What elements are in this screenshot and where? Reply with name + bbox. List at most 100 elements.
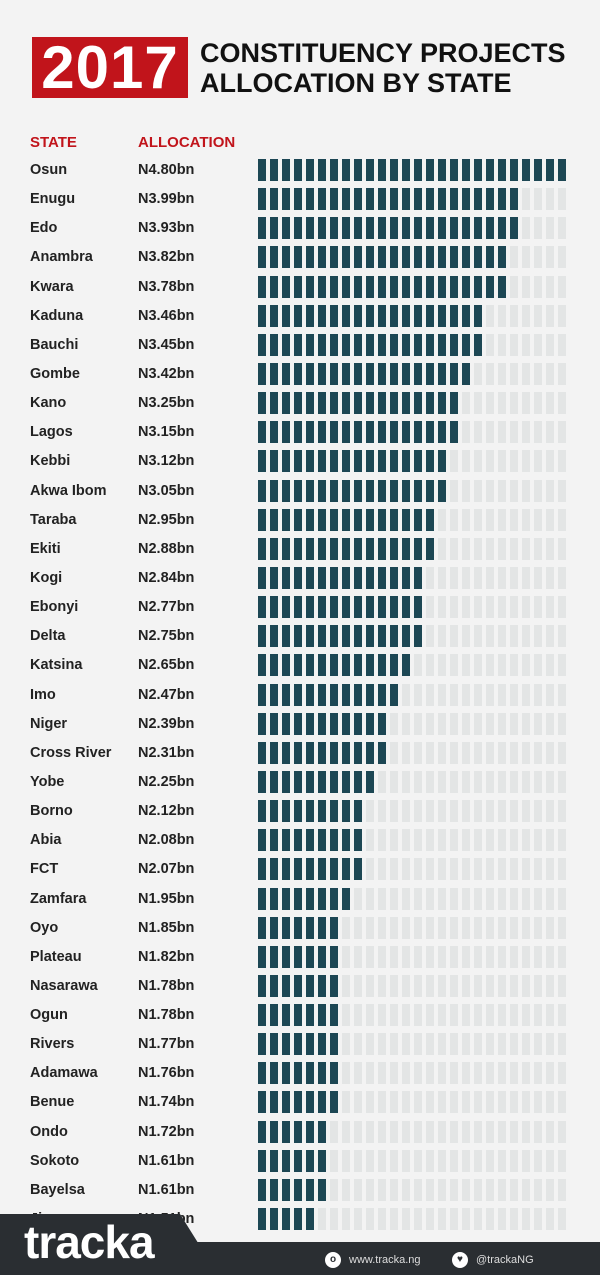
bar-segment-filled (306, 596, 314, 619)
twitter-link[interactable]: ♥ @trackaNG (452, 1252, 534, 1268)
year-badge: 2017 (32, 37, 188, 98)
bar-segment-filled (282, 858, 290, 881)
website-link[interactable]: o www.tracka.ng (325, 1252, 421, 1268)
bar-segment-filled (330, 858, 338, 881)
bar-segment-empty (474, 1208, 482, 1231)
bar-segment-filled (270, 596, 278, 619)
bar-segment-filled (378, 479, 386, 502)
bar-segment-filled (366, 683, 374, 706)
allocation-label: N1.61bn (138, 1152, 195, 1169)
table-row: Kogi N2.84bn (0, 564, 600, 592)
bar-segment-empty (486, 1149, 494, 1172)
bar-segment-filled (282, 916, 290, 939)
table-row: Edo N3.93bn (0, 214, 600, 242)
bar-segment-filled (294, 362, 302, 385)
bar-segment-filled (342, 159, 350, 181)
website-text: www.tracka.ng (349, 1254, 421, 1266)
bar-segment-filled (390, 537, 398, 560)
bar-segment-empty (474, 654, 482, 677)
bar-segment-empty (462, 916, 470, 939)
bar-segment-filled (306, 246, 314, 269)
bar-segment-empty (390, 1004, 398, 1027)
bar-segment-filled (318, 887, 326, 910)
bar-segment-filled (342, 887, 350, 910)
bar-segment-filled (258, 596, 266, 619)
bar-segment-filled (474, 217, 482, 240)
bar-segment-empty (534, 333, 542, 356)
bar-segment-empty (462, 625, 470, 648)
bar-segment-filled (294, 858, 302, 881)
bar-segment-filled (402, 508, 410, 531)
bar-segment-empty (498, 596, 506, 619)
bar-segment-filled (294, 275, 302, 298)
state-label: Yobe (30, 773, 65, 790)
bar-segment-empty (378, 945, 386, 968)
bar-segment-empty (486, 566, 494, 589)
bar-segment-filled (258, 974, 266, 997)
bar-segment-filled (414, 392, 422, 415)
bar-segment-empty (510, 508, 518, 531)
bar-segment-filled (270, 392, 278, 415)
bar-segment-empty (498, 333, 506, 356)
bar-segment-filled (282, 508, 290, 531)
bar-segment-filled (270, 1062, 278, 1085)
bar-segment-empty (522, 537, 530, 560)
bar-segment-empty (498, 654, 506, 677)
bar-segment-filled (354, 800, 362, 823)
bar-segment-empty (510, 1004, 518, 1027)
bar-segment-empty (546, 1091, 554, 1114)
bar-segment-filled (258, 537, 266, 560)
bar-segment-empty (390, 1091, 398, 1114)
bar-segment-filled (258, 450, 266, 473)
bar-segment-empty (378, 1120, 386, 1143)
bar-segment-empty (462, 508, 470, 531)
bar-segment-filled (258, 566, 266, 589)
bar-segment-empty (426, 945, 434, 968)
bar-segment-empty (366, 974, 374, 997)
bar-segment-filled (438, 188, 446, 211)
bar-segment-empty (414, 770, 422, 793)
bar-segment-filled (354, 770, 362, 793)
table-row: Delta N2.75bn (0, 622, 600, 650)
footer (0, 1242, 600, 1275)
bar-segment-empty (402, 916, 410, 939)
bar-segment-empty (438, 683, 446, 706)
bar-segment-empty (546, 654, 554, 677)
bar-segment-filled (318, 654, 326, 677)
bar-segment-empty (438, 654, 446, 677)
bar-segment-empty (522, 887, 530, 910)
bar-segment-empty (534, 770, 542, 793)
bar-segment-filled (450, 159, 458, 181)
bar-segment-filled (402, 596, 410, 619)
bar-segment-filled (330, 246, 338, 269)
bar-segment-filled (318, 566, 326, 589)
bar-segment-empty (510, 625, 518, 648)
bar-segment-empty (486, 392, 494, 415)
bar-segment-empty (426, 683, 434, 706)
bar-segment-filled (282, 304, 290, 327)
table-row: Yobe N2.25bn (0, 768, 600, 796)
bar-segment-empty (522, 1208, 530, 1231)
bar-segment-filled (270, 479, 278, 502)
bar-segment-filled (402, 159, 410, 181)
bar-segment-empty (546, 1033, 554, 1056)
bar-segment-filled (342, 421, 350, 444)
bar-segment-filled (258, 916, 266, 939)
bar-segment-filled (318, 712, 326, 735)
bar-segment-filled (486, 217, 494, 240)
bar-segment-empty (498, 421, 506, 444)
bar-segment-empty (486, 974, 494, 997)
bar-segment-empty (462, 566, 470, 589)
bar-segment-empty (546, 217, 554, 240)
bar-segment-empty (378, 858, 386, 881)
bar-segment-filled (426, 537, 434, 560)
bar-segment-filled (294, 566, 302, 589)
bar-segment-empty (342, 1033, 350, 1056)
bar-segment-empty (510, 1062, 518, 1085)
bar-segment-empty (378, 1149, 386, 1172)
bar-segment-filled (414, 275, 422, 298)
table-row: Lagos N3.15bn (0, 418, 600, 446)
bar-segment-filled (354, 625, 362, 648)
bar-segment-empty (354, 1149, 362, 1172)
bar-segment-filled (450, 217, 458, 240)
